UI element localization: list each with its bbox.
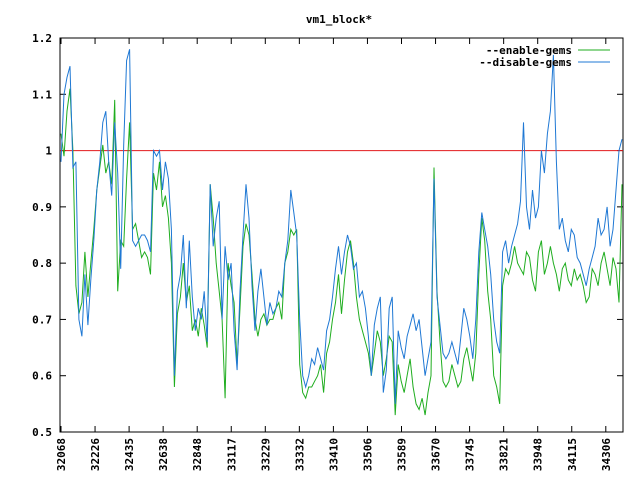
x-axis: 32068 32226 32435 32638 32848 33117 33229 33332… [55, 38, 613, 471]
y-tick-label: 1.2 [32, 32, 52, 45]
x-tick-label: 32068 [55, 438, 68, 471]
x-tick-label: 34115 [566, 438, 579, 471]
x-tick-label: 33670 [430, 438, 443, 471]
y-tick-label: 0.6 [32, 370, 52, 383]
x-tick-label: 33332 [293, 438, 306, 471]
x-tick-label: 33948 [532, 438, 545, 471]
plot-area [59, 37, 624, 433]
chart-title: vm1_block* [306, 13, 372, 26]
legend-label: --disable-gems [479, 56, 572, 69]
legend: --enable-gems--disable-gems [479, 44, 610, 69]
y-tick-label: 1.1 [32, 88, 52, 101]
x-tick-label: 33229 [259, 438, 272, 471]
x-tick-label: 32848 [191, 438, 204, 471]
x-tick-label: 33410 [327, 438, 340, 471]
series-lines [60, 49, 623, 416]
x-tick-label: 33589 [396, 438, 409, 471]
y-tick-label: 0.9 [32, 201, 52, 214]
y-tick-label: 0.8 [32, 257, 52, 270]
series-line-disable-gems [60, 49, 623, 404]
legend-label: --enable-gems [486, 44, 572, 57]
x-tick-label: 33821 [498, 438, 511, 471]
x-tick-label: 33506 [361, 438, 374, 471]
x-tick-label: 32226 [89, 438, 102, 471]
y-tick-label: 1 [45, 145, 52, 158]
y-tick-label: 0.5 [32, 426, 52, 439]
x-tick-label: 32435 [123, 438, 136, 471]
x-tick-label: 33117 [225, 438, 238, 471]
x-tick-label: 33745 [464, 438, 477, 471]
x-tick-label: 32638 [157, 438, 170, 471]
x-tick-label: 34306 [600, 438, 613, 471]
series-line-enable-gems [60, 88, 623, 416]
y-tick-label: 0.7 [32, 313, 52, 326]
